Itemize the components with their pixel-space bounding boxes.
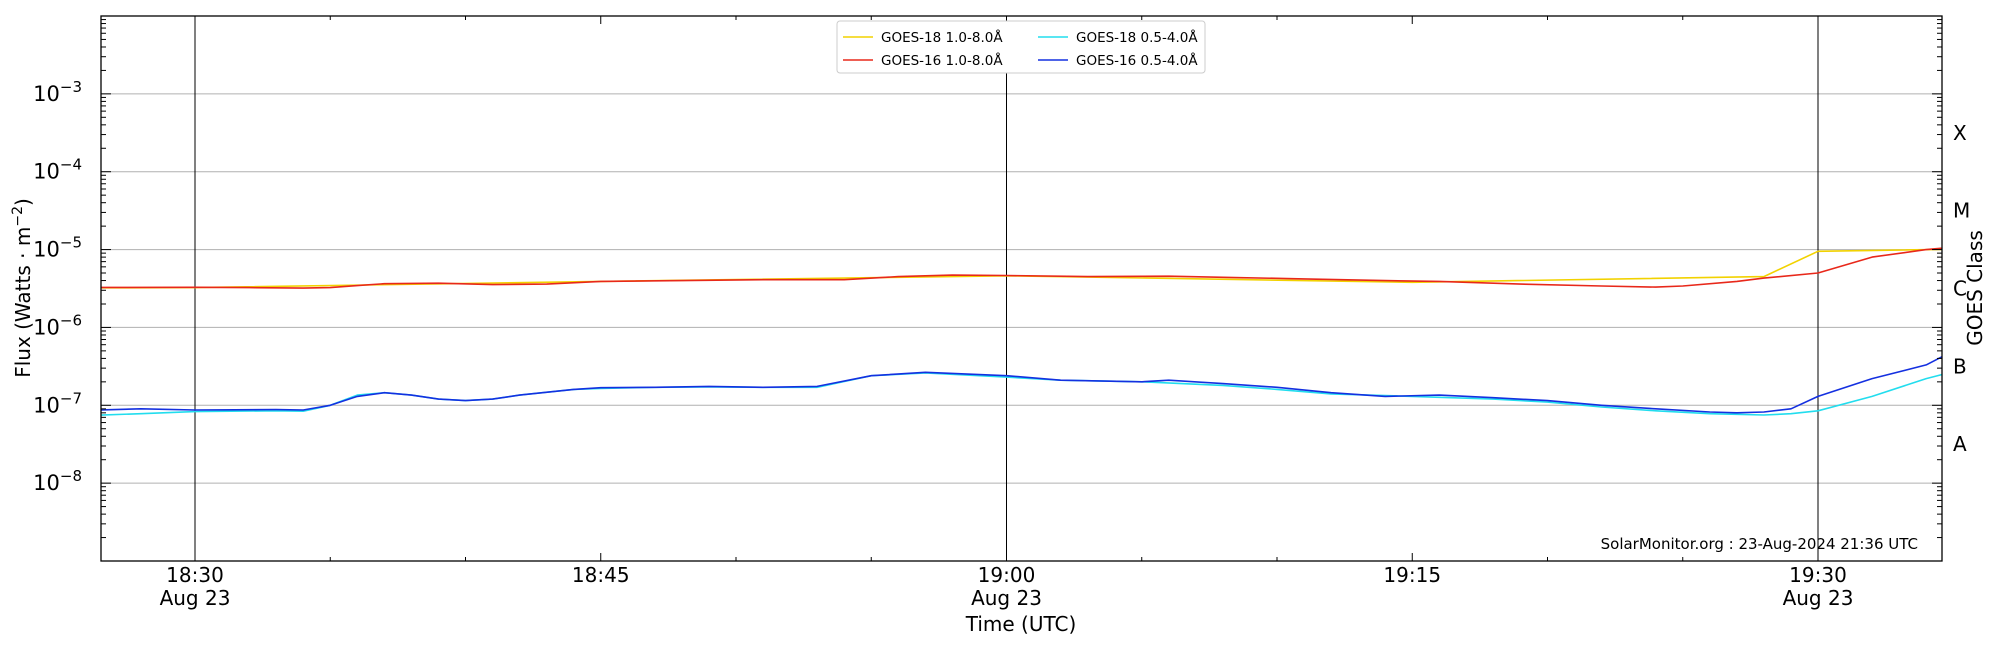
legend-label: GOES-16 1.0-8.0Å [881,52,1003,69]
y-tick-label: 10−5 [33,234,82,262]
goes-class-axis-label: GOES Class [1963,230,1987,346]
x-tick-date-label: Aug 23 [971,586,1042,610]
x-axis-label: Time (UTC) [965,612,1077,636]
legend-label: GOES-16 0.5-4.0Å [1076,52,1198,69]
watermark-text: SolarMonitor.org : 23-Aug-2024 21:36 UTC [1601,535,1918,553]
goes-class-m-label: M [1953,199,1970,223]
series-line-goes-16-0-5-4-0- [101,355,1942,414]
x-tick-label: 18:45 [572,563,630,587]
goes-class-b-label: B [1953,354,1967,378]
x-tick-date-label: Aug 23 [160,586,231,610]
goes-class-a-label: A [1953,432,1967,456]
legend: GOES-18 1.0-8.0Å GOES-16 1.0-8.0Å GOES-18 … [836,20,1206,74]
x-tick-label: 19:15 [1383,563,1441,587]
y-tick-label: 10−3 [33,78,82,106]
y-tick-label: 10−8 [33,467,82,495]
goes-class-c-label: C [1953,277,1967,301]
goes-class-x-label: X [1953,121,1967,145]
x-tick-label: 19:30 [1789,563,1847,587]
x-tick-date-label: Aug 23 [1783,586,1854,610]
grid [101,16,1942,561]
series-line-goes-18-0-5-4-0- [101,372,1942,416]
y-tick-label: 10−4 [33,156,82,184]
x-tick-label: 19:00 [978,563,1036,587]
series-line-goes-16-1-0-8-0- [101,247,1942,289]
legend-label: GOES-18 0.5-4.0Å [1076,29,1198,46]
x-tick-label: 18:30 [166,563,224,587]
y-tick-label: 10−7 [33,389,82,417]
y-axis-label: Flux (Watts · m−2) [10,198,35,378]
legend-box [836,20,1206,74]
legend-label: GOES-18 1.0-8.0Å [881,29,1003,46]
y-tick-label: 10−6 [33,311,82,339]
plot-frame [100,15,1943,562]
series-layer [101,247,1942,416]
